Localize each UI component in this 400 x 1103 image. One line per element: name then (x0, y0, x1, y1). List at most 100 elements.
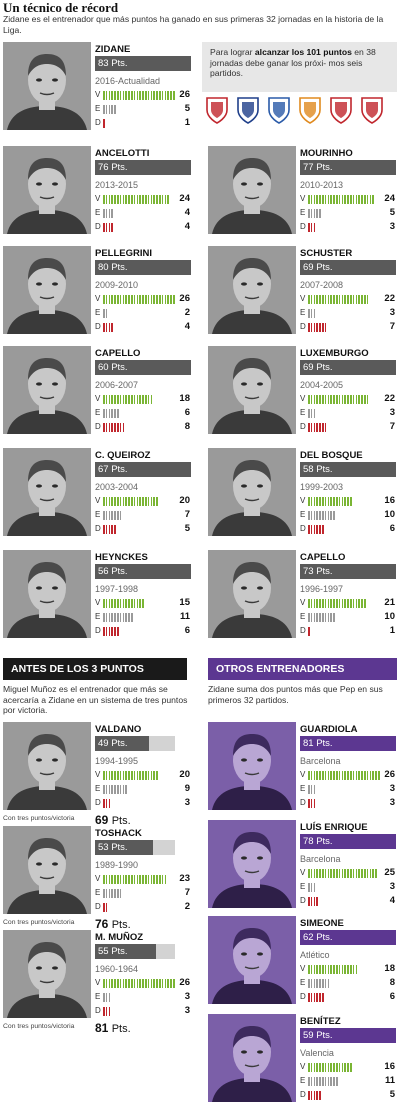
result-tick (111, 409, 113, 418)
result-tick (117, 91, 119, 100)
result-tick (173, 295, 175, 304)
result-tick (105, 613, 108, 622)
result-tick (136, 295, 139, 304)
result-row-v: V 15 (95, 597, 190, 610)
result-tick (125, 875, 127, 884)
result-tick (308, 897, 310, 906)
result-tick (310, 209, 313, 218)
result-tick (122, 395, 125, 404)
result-tick (108, 395, 111, 404)
result-tick (310, 785, 313, 794)
promo-text-pre: Para lograr (210, 47, 255, 57)
result-tick (161, 875, 164, 884)
points-bar: 81 Pts. (300, 736, 396, 751)
result-tick (145, 91, 147, 100)
coach-period: Valencia (300, 1048, 334, 1058)
result-tick (324, 613, 327, 622)
result-row-e: E 11 (300, 1075, 395, 1088)
coach-name: TOSHACK (95, 828, 142, 839)
result-tick (119, 423, 122, 432)
three-points-unit: Pts. (111, 919, 131, 931)
result-tick (310, 883, 313, 892)
result-tick (336, 497, 338, 506)
points-bar: 56 Pts. (95, 564, 191, 579)
result-tick (319, 1077, 321, 1086)
result-tick (117, 785, 119, 794)
result-label-e: E (95, 612, 101, 621)
result-tick (170, 91, 172, 100)
result-row-v: V 25 (300, 867, 395, 880)
result-tick (114, 91, 116, 100)
result-tick (316, 599, 318, 608)
result-tick (319, 511, 321, 520)
result-count-v: 18 (179, 393, 190, 404)
points-bar: 58 Pts. (300, 462, 396, 477)
coach-card: GUARDIOLA 81 Pts. Barcelona V 26 E 3 D 3 (208, 722, 396, 816)
three-points-value: 76 Pts. (95, 917, 131, 931)
result-tick (324, 869, 327, 878)
result-tick (105, 511, 108, 520)
result-tick (114, 599, 116, 608)
result-label-e: E (95, 784, 101, 793)
result-row-v: V 24 (95, 193, 190, 206)
result-tick (316, 1063, 318, 1072)
result-count-v: 24 (384, 193, 395, 204)
result-tick (316, 423, 318, 432)
result-tick (125, 599, 127, 608)
result-tick (319, 771, 321, 780)
result-tick (322, 979, 324, 988)
result-tick (336, 395, 338, 404)
result-label-d: D (300, 1090, 306, 1099)
result-tick (145, 497, 147, 506)
result-tick (341, 1063, 344, 1072)
result-tick (308, 525, 310, 534)
result-tick (133, 875, 136, 884)
result-tick (133, 91, 136, 100)
coach-period: Barcelona (300, 854, 341, 864)
result-tick (128, 613, 130, 622)
result-tick (310, 511, 313, 520)
result-tick (327, 979, 330, 988)
result-tick (308, 993, 310, 1002)
coach-card: DEL BOSQUE 58 Pts. 1999-2003 V 16 E 10 D 6 (208, 448, 396, 542)
result-tick (313, 897, 316, 906)
result-tick (308, 627, 310, 636)
result-label-d: D (95, 1006, 101, 1015)
coach-photo (3, 550, 91, 638)
result-tick (358, 771, 360, 780)
result-tick (153, 91, 155, 100)
result-tick (327, 599, 330, 608)
result-tick (164, 295, 167, 304)
result-tick (150, 395, 153, 404)
result-tick (327, 395, 330, 404)
result-tick (330, 965, 332, 974)
result-tick (313, 599, 316, 608)
result-tick (105, 979, 108, 988)
result-tick (111, 105, 113, 114)
coach-card: SCHUSTER 69 Pts. 2007-2008 V 22 E 3 D 7 (208, 246, 396, 340)
result-tick (338, 295, 341, 304)
result-row-v: V 20 (95, 769, 190, 782)
result-tick (333, 771, 335, 780)
result-row-v: V 26 (95, 293, 190, 306)
result-count-v: 20 (179, 495, 190, 506)
result-label-v: V (95, 874, 101, 883)
result-tick (313, 323, 316, 332)
three-points-unit: Pts. (111, 815, 131, 827)
result-tick (324, 771, 327, 780)
coach-card: VALDANO 49 Pts. 1994-1995 V 20 E 9 D 3 Con tres p… (3, 722, 191, 827)
result-tick (105, 903, 108, 912)
coach-portrait (208, 550, 296, 638)
result-tick (324, 511, 327, 520)
result-tick (344, 1063, 346, 1072)
coach-period: 2016-Actualidad (95, 76, 161, 86)
deportivo-crest (268, 97, 290, 124)
points-bar: 76 Pts. (95, 160, 191, 175)
result-tick (327, 1077, 330, 1086)
coach-portrait (3, 826, 91, 914)
result-tick (111, 295, 113, 304)
result-tick (117, 889, 119, 898)
result-tick (308, 785, 310, 794)
